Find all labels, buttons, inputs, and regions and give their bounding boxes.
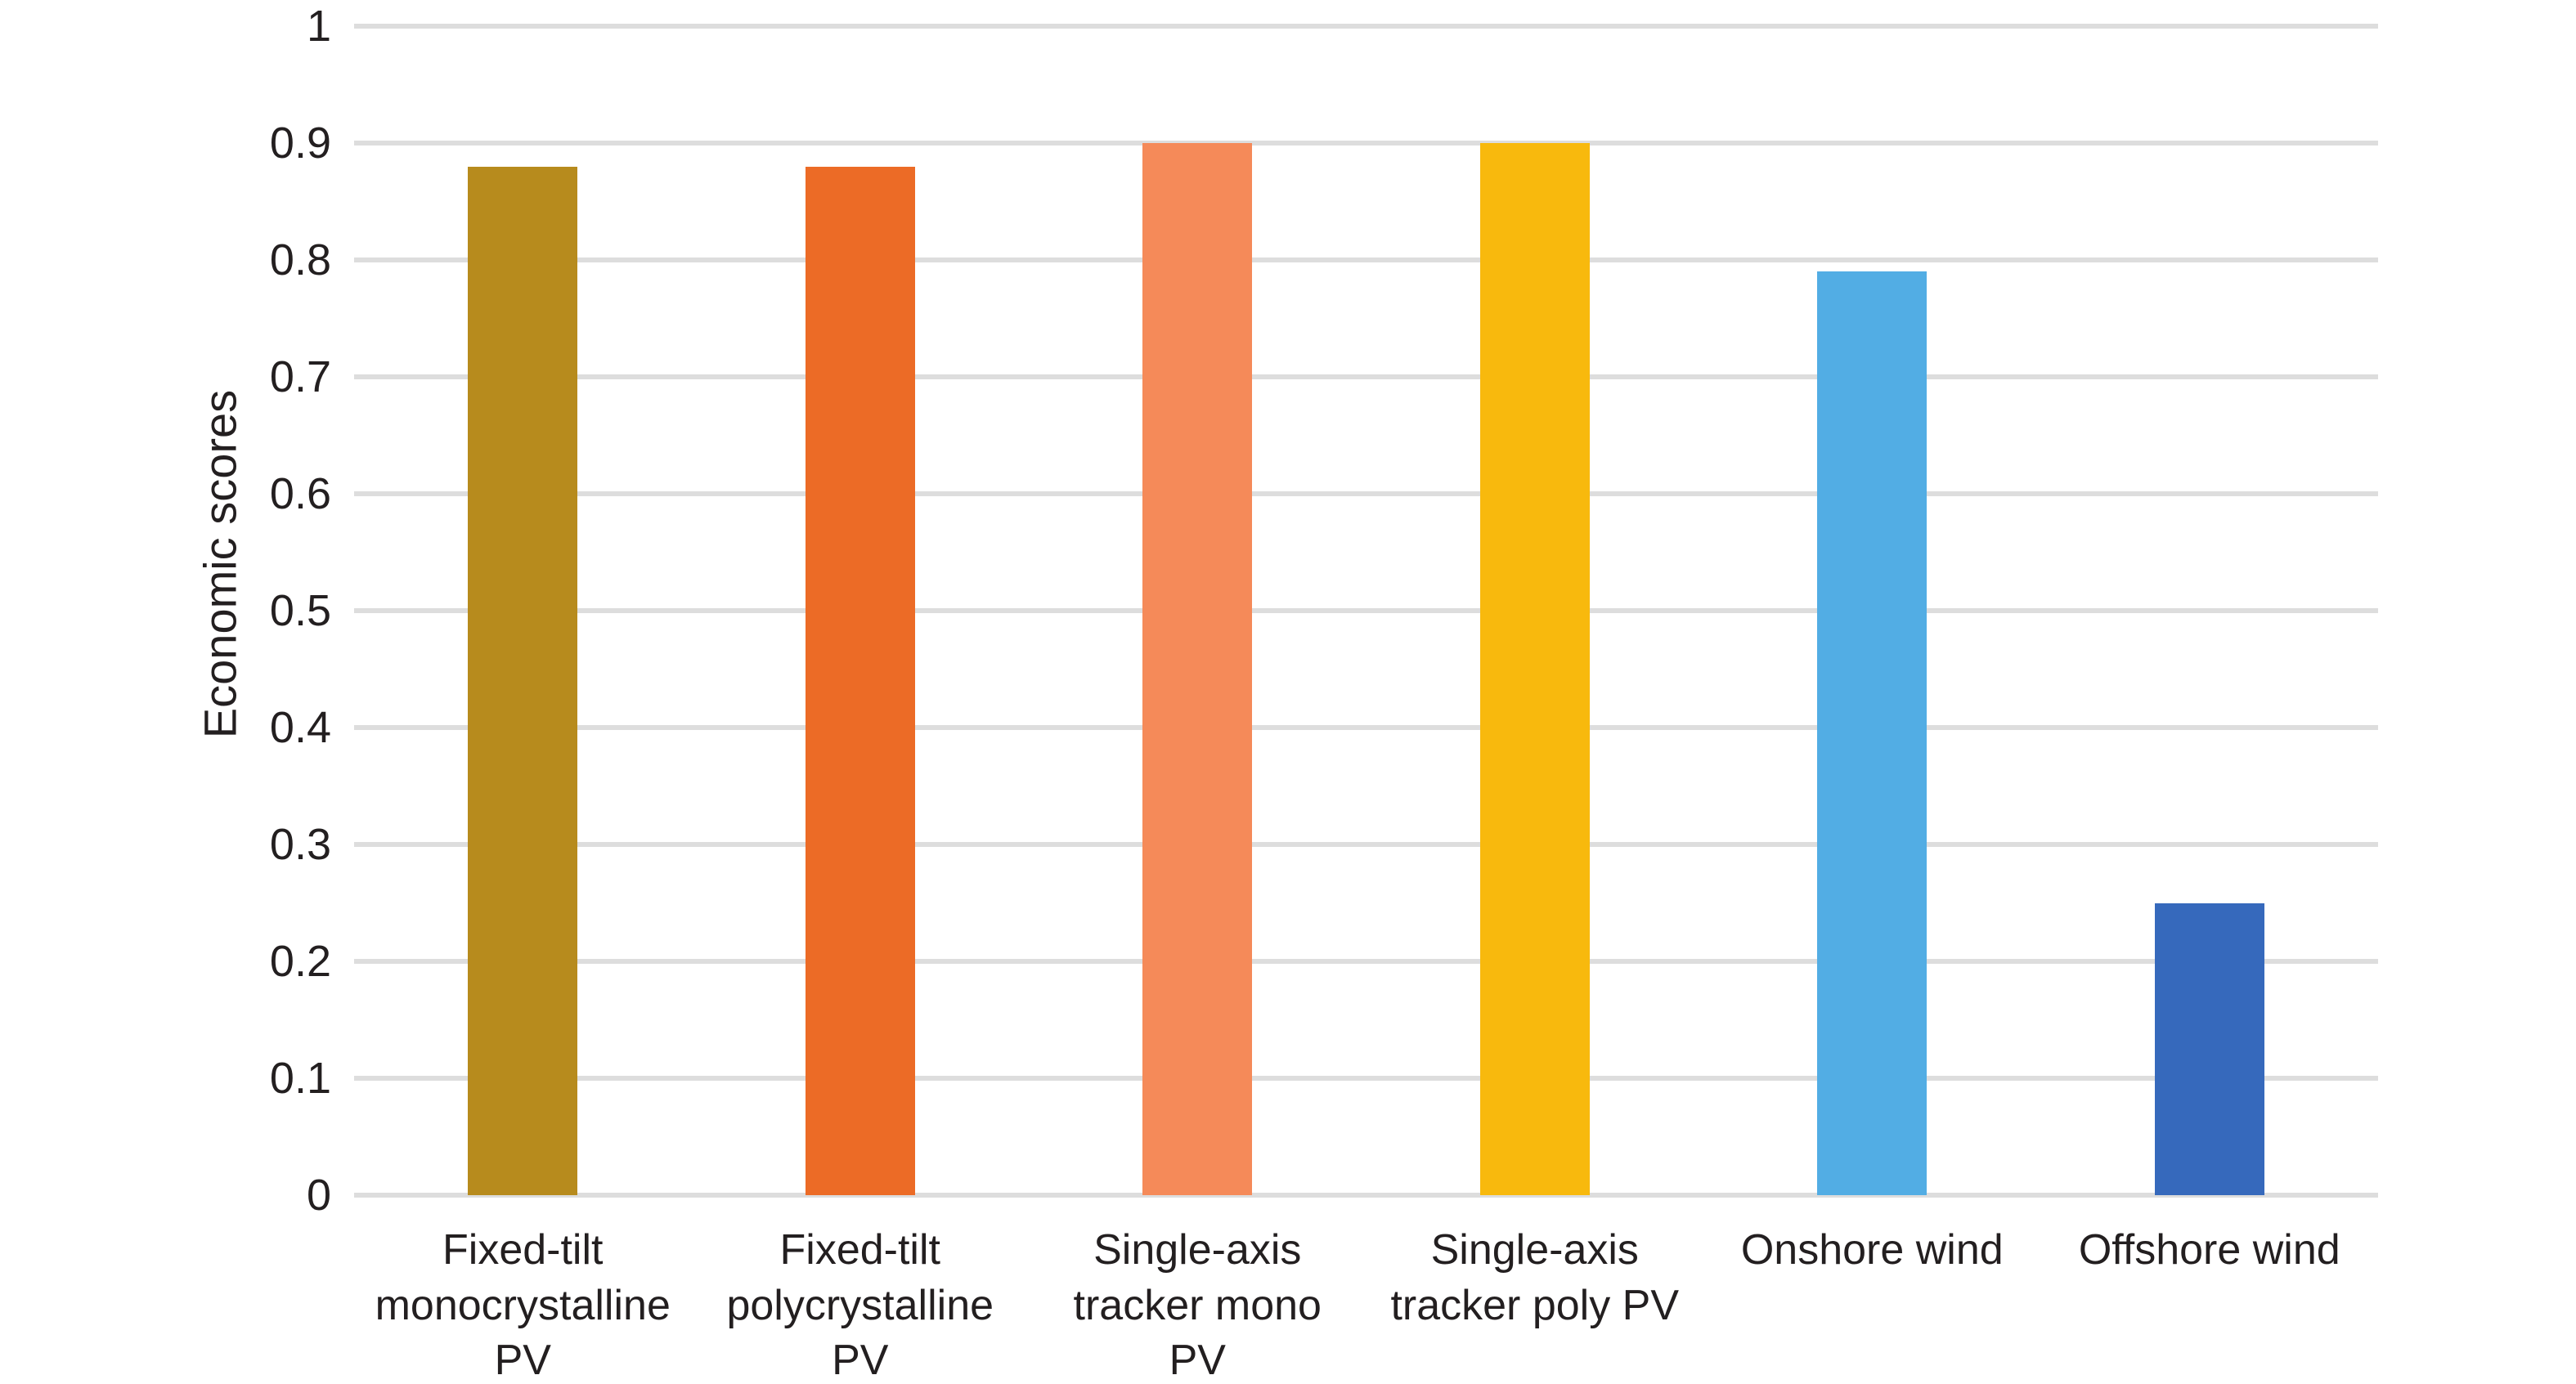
gridline — [354, 141, 2378, 146]
y-tick-label: 0.4 — [269, 703, 331, 752]
gridline — [354, 258, 2378, 262]
x-category-label: Fixed-tilt monocrystalline PV — [354, 1223, 692, 1384]
x-category-label-line: PV — [832, 1337, 889, 1384]
gridline — [354, 608, 2378, 613]
gridline — [354, 842, 2378, 847]
x-category-label-line: polycrystalline — [726, 1281, 994, 1329]
y-tick-label: 0.5 — [269, 586, 331, 635]
y-tick-label: 0.3 — [269, 820, 331, 869]
bar — [1142, 143, 1253, 1195]
gridline — [354, 959, 2378, 964]
x-category-label: Onshore wind — [1703, 1223, 2041, 1384]
gridline — [354, 1193, 2378, 1198]
y-tick-label: 0.2 — [269, 937, 331, 986]
x-category-label-line: PV — [494, 1337, 551, 1384]
x-category-label-line: monocrystalline — [375, 1281, 671, 1329]
y-axis-tick-labels: 1 0.9 0.8 0.7 0.6 0.5 0.4 0.3 0.2 0.1 0 — [0, 0, 331, 1384]
gridline — [354, 725, 2378, 730]
x-category-label-line: tracker poly PV — [1390, 1281, 1680, 1329]
x-category-label-line: PV — [1169, 1337, 1226, 1384]
x-category-label: Single-axis tracker poly PV — [1367, 1223, 1704, 1384]
x-category-label-line: Offshore wind — [2078, 1226, 2340, 1274]
x-category-label: Single-axis tracker mono PV — [1029, 1223, 1367, 1384]
y-tick-label: 0.9 — [269, 119, 331, 168]
gridline — [354, 491, 2378, 496]
y-tick-label: 0.1 — [269, 1054, 331, 1103]
bar — [1817, 271, 1928, 1195]
y-tick-label: 0.7 — [269, 352, 331, 401]
x-category-label-line: Onshore wind — [1740, 1226, 2004, 1274]
x-axis-category-labels: Fixed-tilt monocrystalline PV Fixed-tilt pol… — [354, 1223, 2378, 1384]
y-tick-label: 0 — [306, 1171, 331, 1220]
x-category-label-line: Fixed-tilt — [442, 1226, 604, 1274]
x-category-label-line: Fixed-tilt — [779, 1226, 940, 1274]
bar — [468, 166, 578, 1195]
x-category-label: Offshore wind — [2041, 1223, 2379, 1384]
x-category-label: Fixed-tilt polycrystalline PV — [692, 1223, 1030, 1384]
bar — [1479, 143, 1590, 1195]
y-tick-label: 1 — [306, 2, 331, 51]
y-tick-label: 0.6 — [269, 469, 331, 518]
gridline — [354, 374, 2378, 379]
x-category-label-line: tracker mono — [1073, 1281, 1322, 1329]
x-category-label-line: Single-axis — [1093, 1226, 1302, 1274]
bar — [2154, 903, 2264, 1195]
gridline — [354, 24, 2378, 29]
x-category-label-line: Single-axis — [1430, 1226, 1639, 1274]
gridline — [354, 1076, 2378, 1081]
bar — [805, 166, 915, 1195]
y-tick-label: 0.8 — [269, 235, 331, 284]
plot-area — [354, 24, 2378, 1198]
